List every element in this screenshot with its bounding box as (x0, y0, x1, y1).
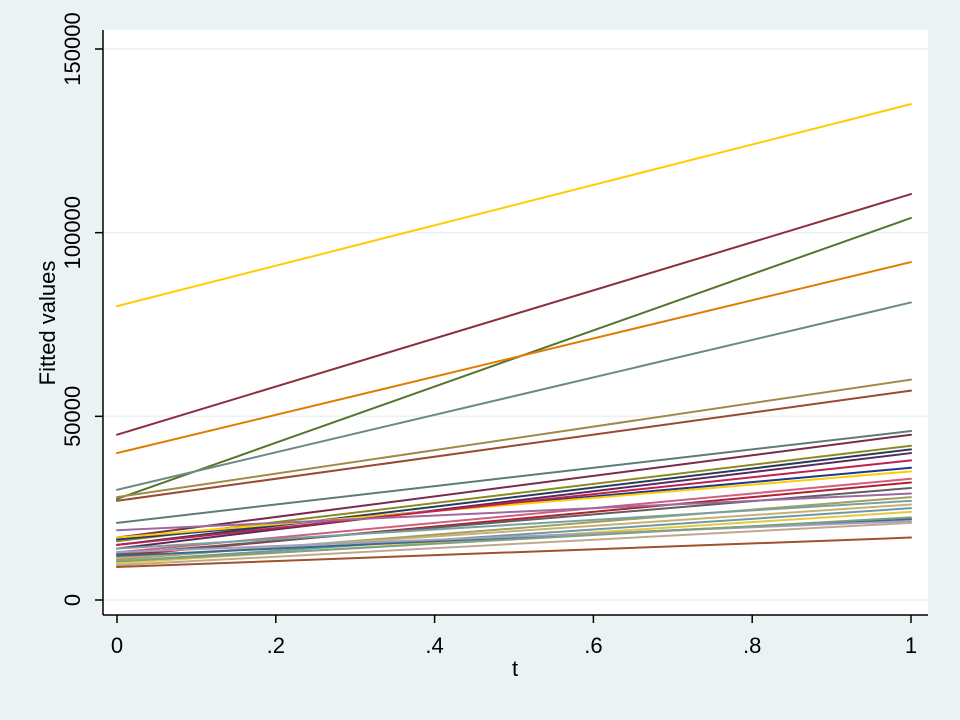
x-tick-label: .6 (584, 633, 602, 658)
series-line (116, 448, 912, 546)
series-line (116, 520, 912, 554)
x-tick-label: .2 (267, 633, 285, 658)
ticks: 0 50000 100000 150000 0 .2 .4 .6 .8 1 (60, 12, 917, 658)
series-line (116, 499, 912, 550)
series-line (116, 301, 912, 491)
series-line (116, 536, 912, 568)
x-tick-label: .8 (743, 633, 761, 658)
series-line (116, 193, 912, 436)
series-line (116, 378, 912, 499)
y-tick-label: 150000 (60, 12, 85, 85)
series-line (116, 492, 912, 532)
series-line (116, 452, 912, 550)
x-tick-label: .4 (425, 633, 443, 658)
x-tick-label: 0 (111, 633, 123, 658)
series-line (116, 444, 912, 543)
y-tick-label: 50000 (60, 386, 85, 447)
y-tick-label: 100000 (60, 196, 85, 269)
series-line (116, 516, 912, 563)
axes (102, 30, 928, 616)
series-lines (116, 103, 912, 568)
y-tick-label: 0 (60, 594, 85, 606)
x-tick-label: 1 (905, 633, 917, 658)
series-line (116, 459, 912, 546)
series-line (116, 261, 912, 455)
series-line (116, 433, 912, 539)
series-line (116, 521, 912, 567)
series-line (116, 103, 912, 308)
series-line (116, 470, 912, 539)
series-line (116, 507, 912, 563)
gridlines (103, 48, 928, 601)
series-line (116, 389, 912, 502)
x-axis-title: t (512, 656, 518, 681)
y-axis-title: Fitted values (35, 261, 60, 386)
plot-area (103, 30, 928, 615)
series-line (116, 430, 912, 524)
